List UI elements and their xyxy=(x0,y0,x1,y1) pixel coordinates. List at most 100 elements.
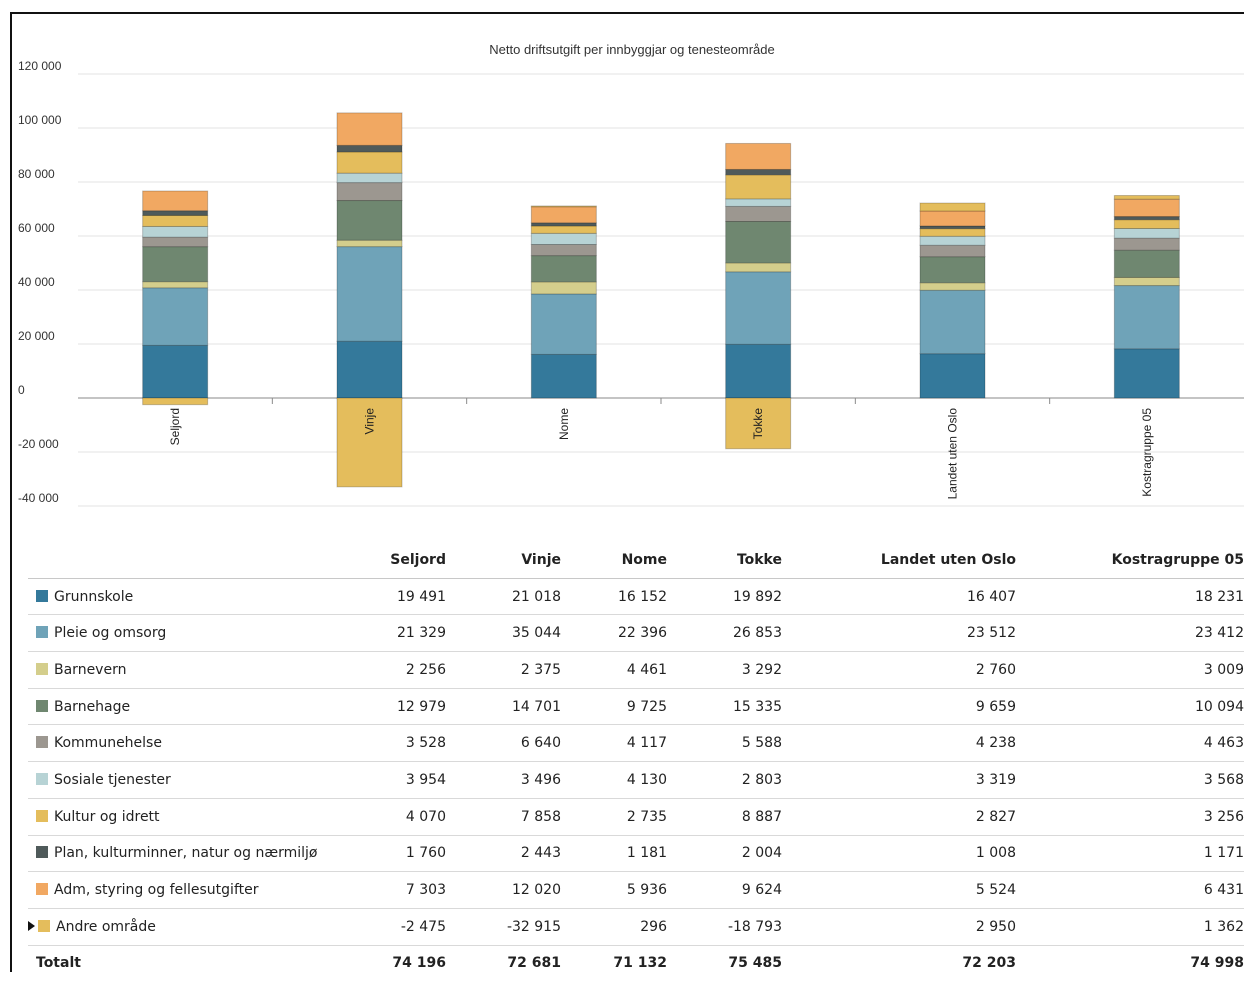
bar-segment-plan-kulturminner-natur-og-nærmiljø-seljord[interactable] xyxy=(142,210,209,216)
bar-segment-kultur-og-idrett-kostragruppe-05[interactable] xyxy=(1113,219,1180,230)
bar-segment-adm-styring-og-fellesutgifter-seljord[interactable] xyxy=(142,190,209,212)
bar-segment-kommunehelse-seljord[interactable] xyxy=(142,236,209,248)
table-row: Sosiale tjenester 3 954 3 496 4 130 2 803 3 3… xyxy=(28,761,1244,799)
table-cell: 3 954 xyxy=(358,761,446,799)
bar-segment-andre-område-kostragruppe-05[interactable] xyxy=(1113,195,1180,200)
bar-segment-barnehage-landet-uten-oslo[interactable] xyxy=(919,256,986,284)
table-cell: 2 004 xyxy=(667,835,782,873)
bar-segment-barnehage-seljord[interactable] xyxy=(142,246,209,283)
bar-segment-barnevern-kostragruppe-05[interactable] xyxy=(1113,276,1180,287)
legend-swatch xyxy=(36,699,48,712)
bar-segment-sosiale-tjenester-nome[interactable] xyxy=(530,232,597,246)
chart-title: Netto driftsutgift per innbyggjar og ten… xyxy=(489,42,774,57)
table-cell: 1 181 xyxy=(561,835,667,873)
bar-segment-andre-område-tokke[interactable] xyxy=(725,397,792,450)
total-cell: 72 203 xyxy=(962,955,1016,972)
bar-segment-adm-styring-og-fellesutgifter-vinje[interactable] xyxy=(336,112,403,146)
bar-segment-grunnskole-tokke[interactable] xyxy=(725,343,792,399)
total-cell: 75 485 xyxy=(728,955,782,972)
bars xyxy=(142,112,1180,488)
bar-segment-adm-styring-og-fellesutgifter-kostragruppe-05[interactable] xyxy=(1113,198,1180,218)
bar-segment-plan-kulturminner-natur-og-nærmiljø-vinje[interactable] xyxy=(336,144,403,153)
bar-segment-pleie-og-omsorg-seljord[interactable] xyxy=(142,287,209,346)
table-cell: 3 319 xyxy=(782,761,1016,799)
table-cell: 3 256 xyxy=(1016,798,1244,836)
bar-segment-kultur-og-idrett-tokke[interactable] xyxy=(725,174,792,200)
bar-segment-kommunehelse-landet-uten-oslo[interactable] xyxy=(919,244,986,258)
bar-segment-sosiale-tjenester-landet-uten-oslo[interactable] xyxy=(919,235,986,246)
table-cell: 21 329 xyxy=(358,614,446,653)
bar-segment-adm-styring-og-fellesutgifter-tokke[interactable] xyxy=(725,142,792,170)
table-cell: 16 407 xyxy=(782,578,1016,616)
table-cell: 2 827 xyxy=(782,798,1016,836)
bar-segment-andre-område-nome[interactable] xyxy=(530,205,597,208)
bar-segment-pleie-og-omsorg-vinje[interactable] xyxy=(336,246,403,342)
grid-lines xyxy=(78,73,1244,507)
data-table: Seljord Vinje Nome Tokke Landet uten Oslo Kos… xyxy=(28,542,1244,981)
bar-segment-kommunehelse-nome[interactable] xyxy=(530,244,597,257)
bar-segment-kultur-og-idrett-vinje[interactable] xyxy=(336,151,403,174)
bar-segment-barnevern-tokke[interactable] xyxy=(725,262,792,273)
bar-segment-barnehage-vinje[interactable] xyxy=(336,200,403,241)
bar-segment-andre-område-landet-uten-oslo[interactable] xyxy=(919,202,986,212)
bar-segment-sosiale-tjenester-tokke[interactable] xyxy=(725,198,792,207)
bar-segment-pleie-og-omsorg-landet-uten-oslo[interactable] xyxy=(919,289,986,355)
bar-segment-barnevern-vinje[interactable] xyxy=(336,239,403,248)
legend-swatch xyxy=(36,662,48,675)
table-cell: 296 xyxy=(561,908,667,946)
bar-segment-barnehage-tokke[interactable] xyxy=(725,220,792,264)
table-cell: 3 292 xyxy=(667,651,782,689)
bar-segment-barnevern-nome[interactable] xyxy=(530,281,597,295)
bar-segment-kommunehelse-kostragruppe-05[interactable] xyxy=(1113,237,1180,251)
row-label: Barnehage xyxy=(28,688,358,726)
table-cell: 19 491 xyxy=(358,578,446,616)
y-tick-label: 40 000 xyxy=(18,275,55,289)
legend-swatch xyxy=(36,846,48,859)
row-label: Andre område xyxy=(28,908,358,946)
bar-segment-kultur-og-idrett-landet-uten-oslo[interactable] xyxy=(919,228,986,237)
x-tick-label-nome: Nome xyxy=(557,408,571,440)
total-label: Totalt xyxy=(36,955,81,972)
series-name: Barnehage xyxy=(54,698,131,715)
bar-segment-sosiale-tjenester-seljord[interactable] xyxy=(142,225,209,238)
total-cell: 71 132 xyxy=(613,955,667,972)
bar-segment-kultur-og-idrett-nome[interactable] xyxy=(530,225,597,234)
bar-segment-barnevern-landet-uten-oslo[interactable] xyxy=(919,282,986,291)
y-tick-label: -40 000 xyxy=(18,491,59,505)
table-cell: -2 475 xyxy=(358,908,446,946)
bar-segment-pleie-og-omsorg-tokke[interactable] xyxy=(725,271,792,345)
bar-segment-plan-kulturminner-natur-og-nærmiljø-tokke[interactable] xyxy=(725,168,792,176)
table-row: Barnevern 2 256 2 375 4 461 3 292 2 760 3 009 xyxy=(28,651,1244,689)
table-cell: 23 512 xyxy=(782,614,1016,653)
bar-segment-barnehage-kostragruppe-05[interactable] xyxy=(1113,249,1180,278)
row-label: Barnevern xyxy=(28,651,358,689)
bar-segment-grunnskole-kostragruppe-05[interactable] xyxy=(1113,348,1180,399)
bar-segment-sosiale-tjenester-vinje[interactable] xyxy=(336,172,403,184)
table-cell: 23 412 xyxy=(1016,614,1244,653)
bar-segment-grunnskole-landet-uten-oslo[interactable] xyxy=(919,353,986,399)
table-cell: 26 853 xyxy=(667,614,782,653)
table-cell: 14 701 xyxy=(446,688,561,726)
expand-triangle-icon[interactable] xyxy=(28,920,35,931)
bar-segment-sosiale-tjenester-kostragruppe-05[interactable] xyxy=(1113,228,1180,239)
bar-segment-barnehage-nome[interactable] xyxy=(530,255,597,283)
bar-segment-pleie-og-omsorg-nome[interactable] xyxy=(530,293,597,355)
bar-segment-andre-område-vinje[interactable] xyxy=(336,397,403,488)
bar-segment-andre-område-seljord[interactable] xyxy=(142,397,209,406)
table-row[interactable]: Andre område -2 475 -32 915 296 -18 793 2 950… xyxy=(28,908,1244,946)
table-cell: 6 640 xyxy=(446,724,561,763)
bar-segment-adm-styring-og-fellesutgifter-landet-uten-oslo[interactable] xyxy=(919,210,986,227)
y-tick-label: 80 000 xyxy=(18,167,55,181)
bar-segment-pleie-og-omsorg-kostragruppe-05[interactable] xyxy=(1113,285,1180,350)
legend-swatch xyxy=(36,883,48,896)
bar-segment-grunnskole-seljord[interactable] xyxy=(142,344,209,399)
bar-segment-grunnskole-nome[interactable] xyxy=(530,353,597,399)
bar-segment-kommunehelse-tokke[interactable] xyxy=(725,205,792,222)
bar-segment-kultur-og-idrett-seljord[interactable] xyxy=(142,214,209,227)
bar-segment-grunnskole-vinje[interactable] xyxy=(336,340,403,399)
bar-segment-barnevern-seljord[interactable] xyxy=(142,281,209,289)
column-header-seljord: Seljord xyxy=(358,542,446,579)
bar-segment-kommunehelse-vinje[interactable] xyxy=(336,182,403,202)
bar-segment-adm-styring-og-fellesutgifter-nome[interactable] xyxy=(530,206,597,224)
series-name: Barnevern xyxy=(54,661,127,678)
